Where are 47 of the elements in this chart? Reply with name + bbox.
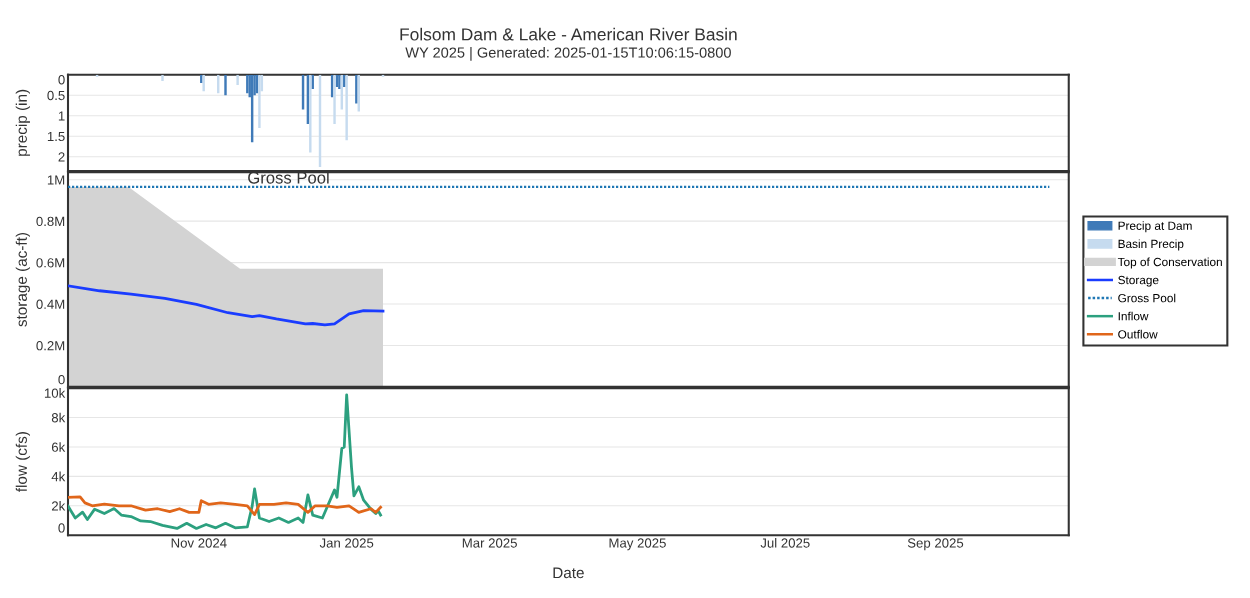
y-axis-title: precip (in) <box>15 89 30 156</box>
y-tick-label: 2k <box>51 501 66 511</box>
y-tick-label: 1.5 <box>47 131 65 142</box>
y-tick-label: 0.6M <box>36 258 65 268</box>
bar <box>236 74 239 85</box>
line-series <box>68 284 385 327</box>
y-tick-label: 0.5 <box>47 90 65 101</box>
y-tick-label: 0 <box>58 75 65 85</box>
y-tick-label: 0 <box>58 374 65 385</box>
legend-label: Precip at Dam <box>1118 221 1192 233</box>
bar <box>345 74 348 141</box>
chart-title: Folsom Dam & Lake - American River Basin <box>400 27 737 41</box>
bar <box>309 74 312 153</box>
x-tick-label: Mar 2025 <box>462 538 517 548</box>
x-tick-label: Jan 2025 <box>319 538 374 548</box>
legend-label: Basin Precip <box>1118 239 1184 251</box>
x-tick-label: Nov 2024 <box>171 538 227 548</box>
bar <box>161 74 164 81</box>
x-axis-title: Date <box>553 567 584 579</box>
y-tick-label: 4k <box>51 471 66 482</box>
legend-label: Top of Conservation <box>1117 257 1222 269</box>
y-tick-label: 0 <box>58 523 65 533</box>
bar <box>355 74 358 104</box>
y-tick-label: 1 <box>58 111 65 121</box>
y-tick-label: 0.2M <box>36 341 65 351</box>
bar <box>202 74 205 92</box>
y-tick-label: 0.8M <box>36 216 65 227</box>
y-tick-label: 6k <box>51 442 66 452</box>
bar <box>333 74 336 124</box>
legend-label: Storage <box>1118 275 1159 287</box>
y-tick-label: 2 <box>58 152 65 162</box>
x-tick-label: Jul 2025 <box>760 537 810 548</box>
legend-label: Outflow <box>1118 329 1158 339</box>
x-tick-label: Sep 2025 <box>907 538 964 551</box>
legend-label: Gross Pool <box>1118 293 1176 303</box>
x-tick-label: May 2025 <box>609 538 666 551</box>
bar <box>224 74 227 96</box>
legend-label: Inflow <box>1118 311 1149 321</box>
bar <box>246 74 249 94</box>
chart-subtitle: WY 2025 | Generated: 2025-01-15T10:06:15-0800 <box>405 46 731 61</box>
y-axis-title: flow (cfs) <box>15 432 30 492</box>
y-tick-label: 1M <box>47 175 65 185</box>
y-tick-label: 8k <box>51 412 66 423</box>
y-tick-label: 0.4M <box>36 299 65 309</box>
y-axis-title: storage (ac-ft) <box>15 232 30 327</box>
y-tick-label: 10k <box>44 388 66 398</box>
bar <box>258 74 261 129</box>
